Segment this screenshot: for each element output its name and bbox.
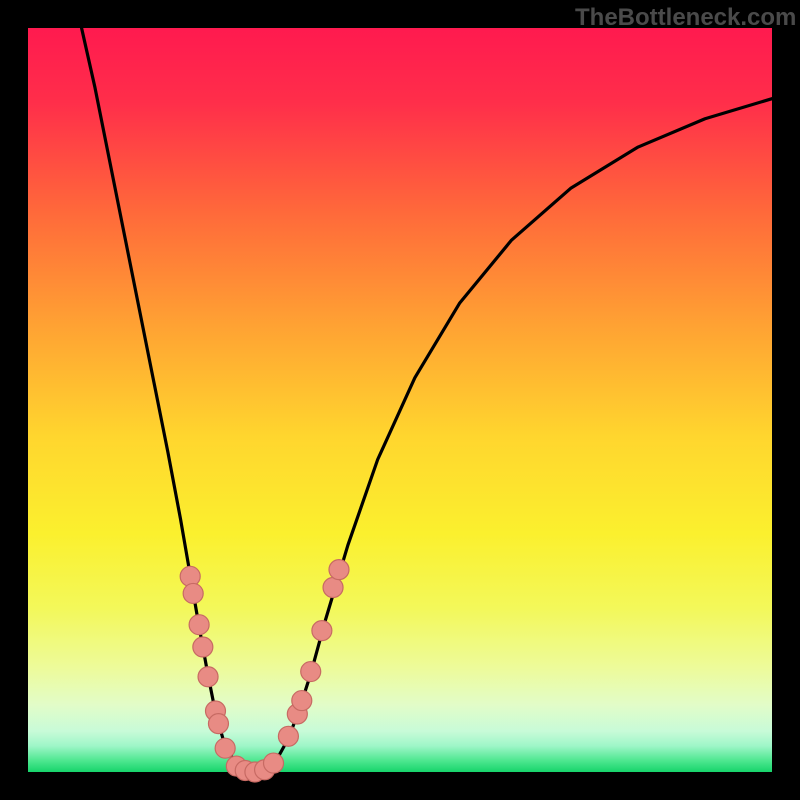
data-marker	[312, 621, 332, 641]
data-marker	[198, 667, 218, 687]
data-marker	[301, 662, 321, 682]
watermark-text: TheBottleneck.com	[575, 4, 796, 32]
data-marker	[193, 637, 213, 657]
data-marker	[264, 753, 284, 773]
data-marker	[183, 583, 203, 603]
bottleneck-curve	[82, 28, 772, 772]
data-marker	[278, 726, 298, 746]
data-marker	[292, 691, 312, 711]
data-marker	[329, 560, 349, 580]
data-marker	[215, 738, 235, 758]
data-marker	[323, 577, 343, 597]
chart-svg	[0, 0, 800, 800]
data-marker	[208, 714, 228, 734]
data-marker	[189, 615, 209, 635]
canvas-root: TheBottleneck.com	[0, 0, 800, 800]
